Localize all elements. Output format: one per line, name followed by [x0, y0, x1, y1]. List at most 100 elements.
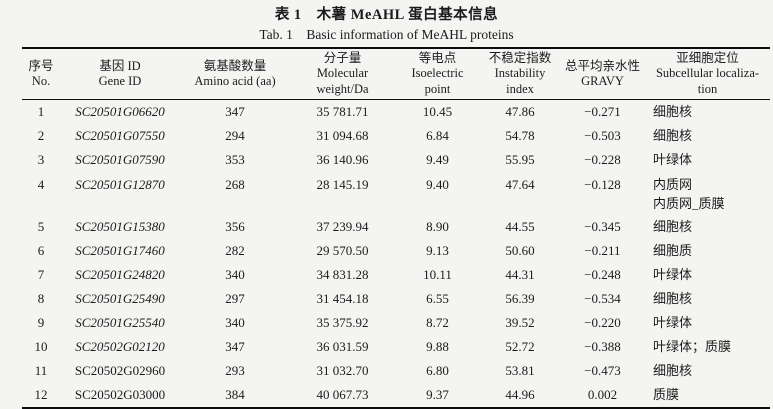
gravy-cell: −0.211 [584, 243, 621, 258]
gene-id-cell: SC20501G07590 [75, 152, 165, 167]
isoelectric-point-cell: 8.72 [426, 315, 449, 330]
instability-index-cell: 47.64 [505, 177, 535, 192]
table-row: 12 SC20502G03000 384 40 067.73 9.37 44.96 0.00… [22, 383, 770, 408]
instability-index-cell: 47.86 [505, 104, 535, 119]
row-number-cell: 12 [34, 387, 48, 402]
molecular-weight-cell: 34 831.28 [316, 267, 369, 282]
gene-id-cell: SC20502G02960 [74, 363, 166, 378]
table-row: 4 SC20501G12870 268 28 145.19 9.40 47.64 −0.12… [22, 172, 770, 215]
molecular-weight-cell: 31 032.70 [316, 363, 369, 378]
row-number-cell: 3 [37, 152, 45, 167]
subcellular-localization-cell: 内质网内质网_质膜 [645, 172, 770, 215]
table-body: 1 SC20501G06620 3 4 7 35 781.71 10.45 47.86 −0.2… [22, 100, 770, 409]
protein-info-table: 序号 No. 基因 ID Gene ID 氨基酸数量 Amino acid (aa) 分子量… [22, 47, 770, 409]
table-row: 9 SC20501G25540 340 35 375.92 8.72 39.52 −0.22… [22, 311, 770, 335]
gravy-cell: −0.345 [584, 219, 621, 234]
column-header-zh: 等电点 [418, 50, 457, 65]
subcellular-localization-cell: 细胞核 [645, 287, 770, 311]
column-header: 等电点 Isoelectric point [395, 48, 480, 100]
gravy-cell: −0.473 [584, 363, 621, 378]
instability-index-cell: 54.78 [505, 128, 535, 143]
localization-line: 质膜 [653, 387, 680, 402]
column-header-en: index [506, 81, 534, 96]
isoelectric-point-cell: 8.90 [426, 219, 449, 234]
localization-line: 细胞核 [653, 104, 693, 119]
molecular-weight-cell: 40 067.73 [316, 387, 369, 402]
gravy-cell: −0.248 [584, 267, 621, 282]
table-row: 11 SC20502G02960 293 31 032.70 6.80 53.81 −0.4… [22, 359, 770, 383]
column-header-en: Instability [494, 66, 546, 81]
localization-line: 细胞核 [653, 219, 693, 234]
row-number-cell: 4 [37, 177, 45, 192]
localization-line: 叶绿体 [653, 315, 693, 330]
instability-index-cell: 44.55 [505, 219, 535, 234]
table-row: 2 SC20501G07550 294 31 094.68 6.84 54.78 −0.50… [22, 124, 770, 148]
instability-index-cell: 39.52 [505, 315, 535, 330]
localization-line: 内质网 [653, 177, 693, 192]
row-number-cell: 7 [37, 267, 45, 282]
molecular-weight-cell: 28 145.19 [316, 177, 369, 192]
gravy-cell: 0.002 [587, 387, 618, 402]
column-header-zh: 序号 [28, 58, 54, 73]
row-number-cell: 2 [37, 128, 45, 143]
molecular-weight-cell: 36 140.96 [316, 152, 369, 167]
molecular-weight-cell: 35 781.71 [316, 104, 369, 119]
subcellular-localization-cell: 质膜 [645, 383, 770, 408]
gene-id-cell: SC20501G25540 [75, 315, 165, 330]
subcellular-localization-cell: 细胞核 [645, 359, 770, 383]
amino-acid-count-cell: 356 [225, 219, 245, 234]
row-number-cell: 9 [37, 315, 45, 330]
amino-acid-count-cell: 384 [225, 387, 245, 402]
table-row: 8 SC20501G25490 297 31 454.18 6.55 56.39 −0.53… [22, 287, 770, 311]
isoelectric-point-cell: 10.11 [423, 267, 452, 282]
table-row: 3 SC20501G07590 353 36 140.96 9.49 55.95 −0.22… [22, 148, 770, 172]
column-header-en: tion [697, 81, 718, 96]
amino-acid-count-cell: 297 [225, 291, 245, 306]
column-header-en: Isoelectric [411, 66, 464, 81]
column-header-en: GRAVY [581, 74, 624, 88]
localization-line: 叶绿体 [653, 152, 693, 167]
gene-id-cell: SC20501G07550 [75, 128, 165, 143]
molecular-weight-cell: 35 375.92 [316, 315, 369, 330]
gravy-cell: −0.503 [584, 128, 621, 143]
column-header-en: weight/Da [316, 81, 369, 96]
gravy-cell: −0.128 [584, 177, 621, 192]
gene-id-cell: SC20502G03000 [74, 387, 166, 402]
amino-acid-count-cell: 340 [225, 315, 245, 330]
row-number-cell: 1 [37, 104, 45, 119]
amino-acid-count-cell: 294 [225, 128, 245, 143]
isoelectric-point-cell: 6.84 [426, 128, 449, 143]
isoelectric-point-cell: 9.37 [426, 387, 449, 402]
column-header-en: point [424, 81, 451, 96]
isoelectric-point-cell: 6.80 [426, 363, 449, 378]
column-header: 氨基酸数量 Amino acid (aa) [180, 48, 290, 100]
localization-line: 叶绿体；质膜 [653, 339, 732, 354]
gene-id-cell: SC20501G06620 [75, 104, 165, 119]
amino-acid-count-cell: 293 [225, 363, 245, 378]
gene-id-cell: SC20502G02120 [75, 339, 165, 354]
row-number-cell: 10 [34, 339, 48, 354]
amino-acid-count-cell: 282 [225, 243, 245, 258]
subcellular-localization-cell: 叶绿体 [645, 148, 770, 172]
row-number-cell: 5 [37, 219, 45, 234]
column-header: 不稳定指数 Instability index [480, 48, 560, 100]
molecular-weight-cell: 37 239.94 [316, 219, 369, 234]
isoelectric-point-cell: 10.45 [422, 104, 453, 119]
localization-line: 内质网_质膜 [653, 196, 725, 211]
column-header-zh: 亚细胞定位 [676, 50, 739, 65]
instability-index-cell: 44.96 [505, 387, 535, 402]
table-row: 10 SC20502G02120 347 36 031.59 9.88 52.72 −0.3… [22, 335, 770, 359]
column-header-zh: 氨基酸数量 [203, 58, 267, 73]
instability-index-cell: 52.72 [505, 339, 535, 354]
column-header-en: Gene ID [98, 74, 142, 88]
isoelectric-point-cell: 9.88 [426, 339, 449, 354]
column-header-en: Molecular [316, 66, 369, 81]
table-row: 6 SC20501G17460 282 29 570.50 9.13 50.60 −0.21… [22, 239, 770, 263]
isoelectric-point-cell: 9.13 [426, 243, 449, 258]
table-row: 1 SC20501G06620 347 35 781.71 10.45 47.86 −0.2… [22, 100, 770, 125]
molecular-weight-cell: 29 570.50 [316, 243, 369, 258]
subcellular-localization-cell: 叶绿体；质膜 [645, 335, 770, 359]
instability-index-cell: 53.81 [505, 363, 535, 378]
gravy-cell: −0.388 [584, 339, 621, 354]
